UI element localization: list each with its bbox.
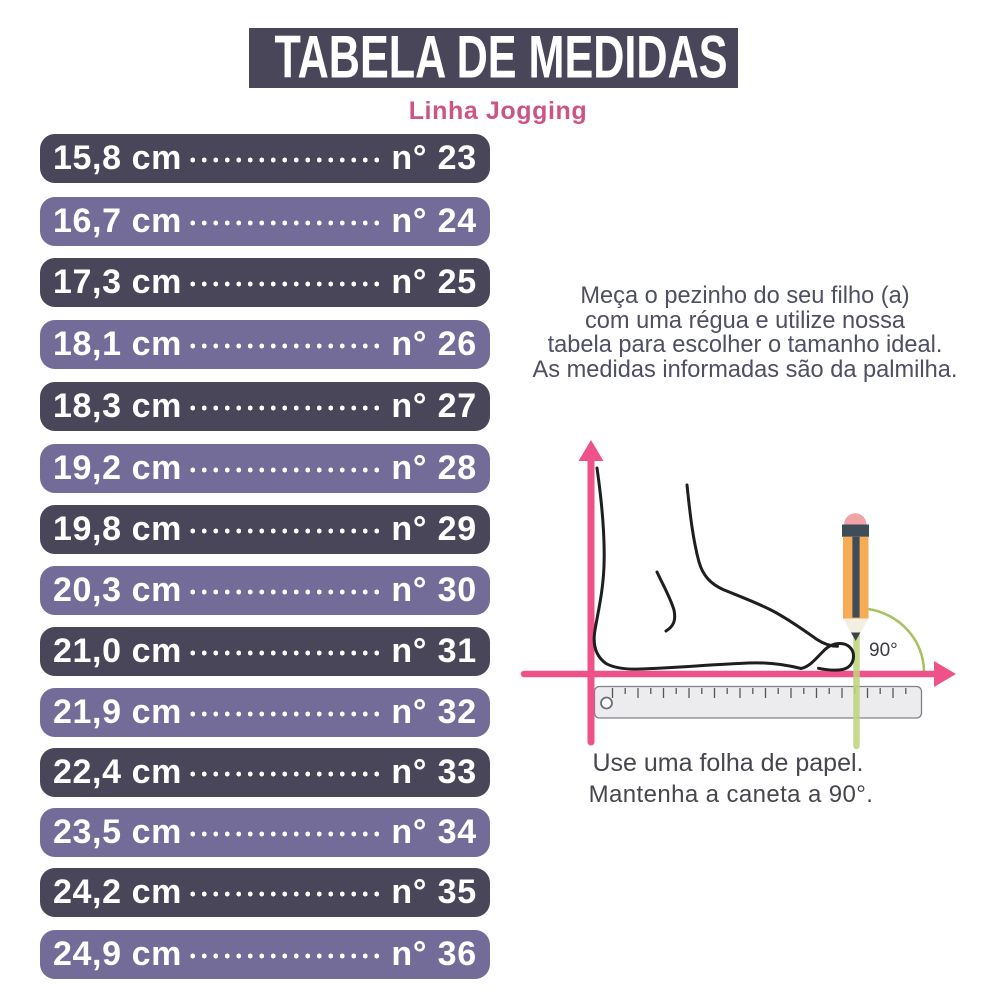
svg-text:TABELA DE MEDIDAS: TABELA DE MEDIDAS — [275, 28, 728, 88]
svg-text:90°: 90° — [869, 640, 898, 661]
